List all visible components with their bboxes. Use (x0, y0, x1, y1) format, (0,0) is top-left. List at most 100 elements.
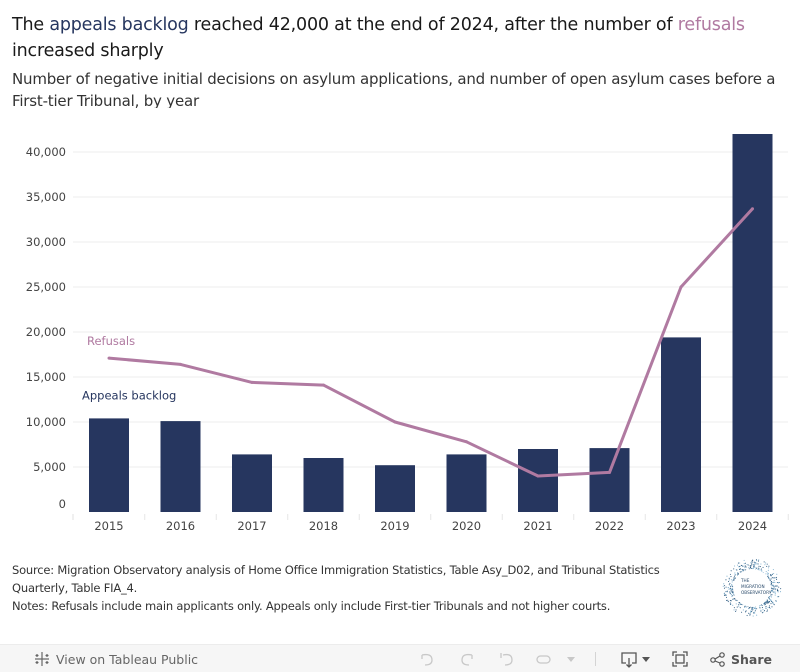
logo-dot (767, 575, 769, 577)
logo-dot (728, 584, 730, 586)
x-tick-label: 2017 (237, 519, 266, 533)
logo-dot (775, 585, 777, 587)
y-tick-label: 20,000 (26, 325, 66, 339)
logo-dot (739, 571, 741, 573)
logo-dot (734, 572, 736, 574)
logo-dot (770, 581, 773, 583)
undo-button[interactable] (418, 649, 436, 669)
logo-dot (759, 566, 761, 568)
logo-dot (772, 602, 774, 604)
share-button[interactable]: Share (709, 649, 772, 669)
logo-dot (759, 607, 761, 609)
logo-dot (771, 587, 773, 589)
logo-dot (765, 562, 767, 564)
logo-dot (774, 594, 776, 596)
logo-dot (770, 583, 772, 585)
view-on-tableau-link[interactable]: View on Tableau Public (33, 649, 198, 669)
bar-appeals-backlog-2018 (303, 458, 344, 512)
refresh-button[interactable] (535, 649, 553, 669)
download-button[interactable] (620, 649, 656, 669)
refusals-point-2017 (250, 380, 254, 384)
x-tick-label: 2018 (309, 519, 338, 533)
logo-dot (724, 585, 726, 587)
logo-dot (725, 591, 727, 593)
chart-title: The appeals backlog reached 42,000 at th… (12, 12, 797, 64)
logo-dot (752, 615, 754, 617)
y-tick-label: 30,000 (26, 235, 66, 249)
logo-dot (743, 563, 745, 565)
logo-dot (730, 591, 732, 593)
logo-dot (775, 600, 777, 602)
logo-dot (772, 582, 774, 584)
logo-dot (732, 604, 734, 606)
x-tick-label: 2015 (94, 519, 123, 533)
logo-dot (773, 585, 775, 587)
refusals-line (108, 207, 754, 478)
logo-dot (746, 564, 748, 566)
chart-area: 0 5,000 10,000 15,000 20,000 25,000 30,000 35,0… (26, 134, 789, 533)
logo-dot (763, 603, 765, 605)
logo-dot (752, 564, 754, 566)
logo-dot (728, 588, 730, 590)
title-part2: reached 42,000 at the end of 2024, after… (188, 15, 678, 35)
logo-dot (731, 585, 733, 587)
logo-dot (730, 586, 732, 588)
logo-dot (770, 596, 773, 598)
logo-dot (755, 562, 757, 564)
logo-dot (754, 612, 756, 614)
logo-dot (755, 567, 758, 569)
logo-dot (771, 573, 773, 575)
logo-dot (772, 569, 774, 571)
y-tick-label: 5,000 (33, 460, 66, 474)
y-axis: 0 5,000 10,000 15,000 20,000 25,000 30,000 35,0… (26, 145, 66, 511)
logo-dot (749, 565, 751, 567)
fullscreen-icon (672, 651, 688, 667)
logo-dot (725, 586, 727, 588)
logo-dot (777, 590, 779, 592)
logo-dot (729, 600, 731, 602)
logo-dot (729, 603, 731, 605)
refresh-dropdown-button[interactable] (562, 649, 580, 669)
y-tick-label: 0 (59, 497, 66, 511)
logo-dot (751, 560, 753, 563)
logo-dot (732, 598, 734, 600)
logo-dot (774, 581, 776, 583)
logo-dot (773, 591, 775, 593)
redo-button[interactable] (458, 649, 476, 669)
logo-dot (767, 574, 769, 576)
logo-dot (733, 568, 735, 570)
logo-dot (768, 565, 770, 567)
refusals-point-2024 (751, 207, 754, 211)
logo-dot (724, 594, 726, 596)
logo-dot (751, 610, 753, 612)
logo-dot (754, 564, 756, 566)
bar-appeals-backlog-2021 (518, 449, 558, 512)
logo-dot (757, 563, 759, 565)
logo-dot (742, 609, 744, 611)
logo-dot (772, 590, 774, 592)
logo-dot (755, 606, 757, 608)
logo-dot (765, 607, 767, 609)
logo-text-1: THE (740, 578, 750, 583)
logo-dot (780, 588, 782, 590)
revert-button[interactable] (498, 649, 516, 669)
logo-dot (763, 603, 765, 605)
logo-dot (756, 560, 758, 562)
logo-dot (773, 573, 775, 575)
logo-dot (765, 602, 767, 604)
logo-dot (754, 607, 756, 610)
refusals-series-label: Refusals (87, 334, 135, 348)
logo-dot (745, 610, 747, 612)
logo-dot (778, 596, 780, 598)
logo-dot (760, 568, 762, 570)
logo-dot (750, 564, 752, 566)
fullscreen-button[interactable] (671, 649, 689, 669)
logo-dot (754, 566, 756, 568)
refusals-point-2022 (608, 470, 611, 474)
refusals-point-2020 (465, 440, 468, 444)
logo-dot (744, 565, 746, 567)
divider (595, 652, 596, 666)
logo-dot (767, 576, 770, 578)
logo-dot (725, 596, 728, 598)
logo-dot (744, 606, 746, 609)
